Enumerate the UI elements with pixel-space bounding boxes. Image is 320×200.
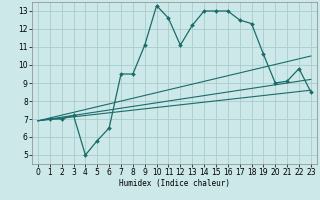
X-axis label: Humidex (Indice chaleur): Humidex (Indice chaleur) (119, 179, 230, 188)
